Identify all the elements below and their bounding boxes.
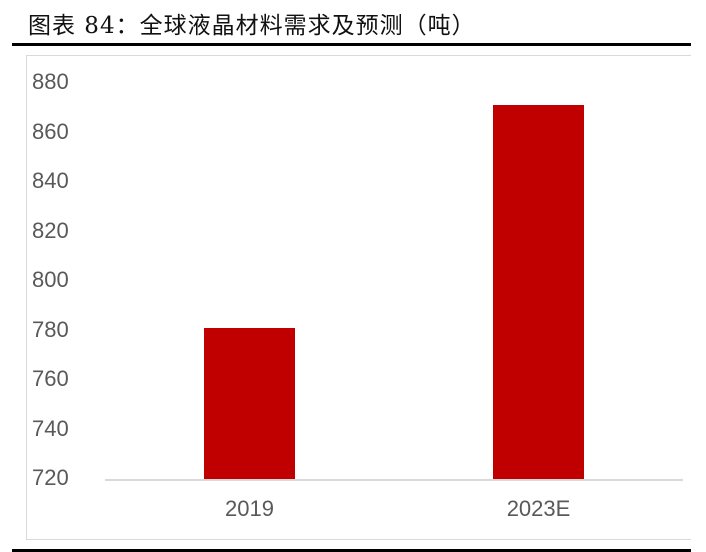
bar-2023e xyxy=(493,105,584,479)
y-tick-label: 800 xyxy=(32,267,69,292)
bottom-rule-divider xyxy=(12,549,691,552)
y-tick-label: 840 xyxy=(32,168,69,193)
chart-title: 图表 84：全球液晶材料需求及预测（吨） xyxy=(28,13,476,39)
y-tick-label: 740 xyxy=(32,415,69,441)
chart-frame xyxy=(26,55,691,540)
x-tick-label: 2019 xyxy=(225,496,274,521)
y-tick-label: 860 xyxy=(32,118,69,144)
top-rule-divider xyxy=(12,43,691,46)
x-axis-line xyxy=(105,479,683,481)
bar-2019 xyxy=(204,328,295,479)
y-tick-label: 720 xyxy=(32,465,69,490)
y-tick-label: 880 xyxy=(32,69,69,94)
y-tick-label: 820 xyxy=(32,217,69,243)
x-tick-label: 2023E xyxy=(506,496,571,521)
y-tick-label: 780 xyxy=(32,316,69,342)
y-tick-label: 760 xyxy=(32,366,69,391)
